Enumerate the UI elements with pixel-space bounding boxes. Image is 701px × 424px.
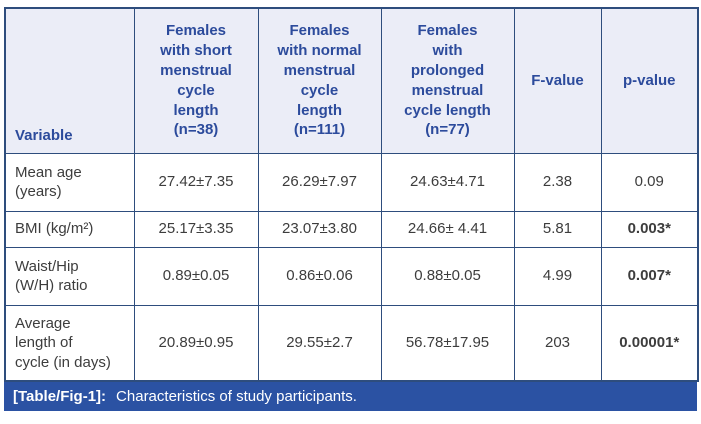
- cell-p-value: 0.09: [600, 152, 699, 212]
- row-label: Waist/Hip (W/H) ratio: [4, 246, 135, 306]
- cell-value: 23.07±3.80: [257, 210, 382, 248]
- col-header-variable: Variable: [4, 7, 135, 154]
- caption-label: [Table/Fig-1]:: [13, 388, 107, 405]
- col-header-f-value: F-value: [513, 7, 602, 154]
- col-header-p-value: p-value: [600, 7, 699, 154]
- table-row-bmi: BMI (kg/m²) 25.17±3.35 23.07±3.80 24.66±…: [4, 210, 699, 248]
- table-caption-bar: [Table/Fig-1]: Characteristics of study …: [4, 382, 697, 411]
- cell-value: 0.88±0.05: [380, 246, 515, 306]
- cell-value: 0.89±0.05: [133, 246, 259, 306]
- cell-f-value: 5.81: [513, 210, 602, 248]
- caption-text: Characteristics of study participants.: [116, 388, 357, 405]
- col-header-normal-cycle: Females with normal menstrual cycle leng…: [257, 7, 382, 154]
- participants-table: Variable Females with short menstrual cy…: [4, 7, 699, 382]
- cell-value: 24.66± 4.41: [380, 210, 515, 248]
- row-label: BMI (kg/m²): [4, 210, 135, 248]
- col-header-prolonged-cycle: Females with prolonged menstrual cycle l…: [380, 7, 515, 154]
- table-row-mean-age: Mean age (years) 27.42±7.35 26.29±7.97 2…: [4, 152, 699, 212]
- row-label: Mean age (years): [4, 152, 135, 212]
- cell-value: 26.29±7.97: [257, 152, 382, 212]
- cell-p-value: 0.003*: [600, 210, 699, 248]
- table-wrap: Variable Females with short menstrual cy…: [4, 7, 699, 411]
- cell-p-value: 0.00001*: [600, 304, 699, 382]
- cell-f-value: 4.99: [513, 246, 602, 306]
- cell-value: 29.55±2.7: [257, 304, 382, 382]
- cell-value: 25.17±3.35: [133, 210, 259, 248]
- cell-value: 0.86±0.06: [257, 246, 382, 306]
- cell-p-value: 0.007*: [600, 246, 699, 306]
- header-row: Variable Females with short menstrual cy…: [4, 7, 699, 154]
- cell-value: 24.63±4.71: [380, 152, 515, 212]
- cell-f-value: 203: [513, 304, 602, 382]
- cell-value: 20.89±0.95: [133, 304, 259, 382]
- col-header-short-cycle: Females with short menstrual cycle lengt…: [133, 7, 259, 154]
- cell-value: 56.78±17.95: [380, 304, 515, 382]
- cell-value: 27.42±7.35: [133, 152, 259, 212]
- table-row-cycle-length: Average length of cycle (in days) 20.89±…: [4, 304, 699, 382]
- row-label: Average length of cycle (in days): [4, 304, 135, 382]
- cell-f-value: 2.38: [513, 152, 602, 212]
- table-row-waist-hip: Waist/Hip (W/H) ratio 0.89±0.05 0.86±0.0…: [4, 246, 699, 306]
